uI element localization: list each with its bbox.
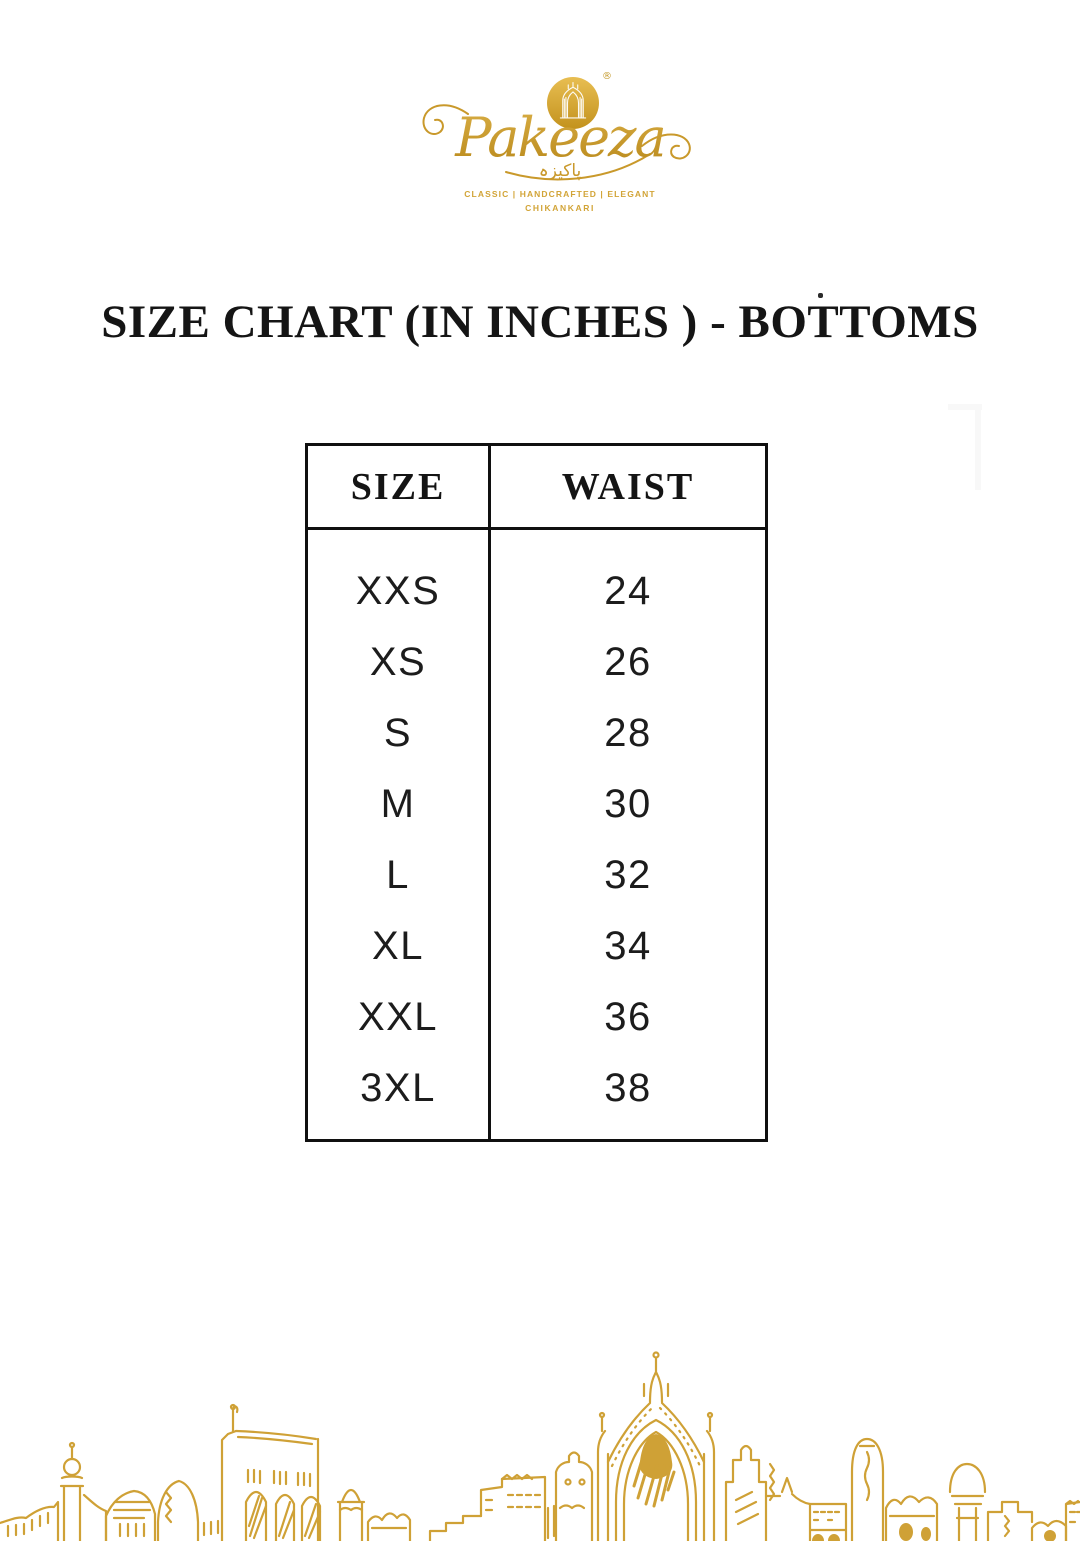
table-row: M 30: [308, 769, 765, 840]
waist-cell: 28: [604, 711, 652, 755]
header-waist: WAIST: [561, 465, 695, 508]
table-row: 3XL 38: [308, 1053, 765, 1124]
flourish-right: [641, 133, 691, 160]
size-cell: XS: [369, 640, 427, 684]
waist-cell: 24: [604, 569, 652, 613]
faint-smudge-artifact: [975, 404, 981, 490]
table-row: XXL 36: [308, 982, 765, 1053]
table-row: XL 34: [308, 911, 765, 982]
brand-name: Pakeeza: [454, 106, 664, 169]
brand-wordmark: Pakeeza: [422, 104, 691, 181]
size-chart-table: SIZE WAIST XXS 24 XS 26 S 28 M 30 L 32: [305, 443, 768, 1142]
size-cell: M: [380, 782, 416, 826]
faint-smudge-artifact: [948, 404, 982, 410]
print-speck-artifact: [818, 293, 823, 298]
size-cell: XXL: [357, 995, 439, 1039]
waist-cell: 36: [604, 995, 652, 1039]
waist-cell: 34: [604, 924, 652, 968]
size-cell: L: [386, 853, 410, 897]
table-header-row: SIZE WAIST: [308, 446, 765, 530]
table-row: L 32: [308, 840, 765, 911]
header-size: SIZE: [350, 465, 446, 508]
tagline-bottom: CHIKANKARI: [525, 203, 595, 213]
table-body: XXS 24 XS 26 S 28 M 30 L 32 XL 34: [308, 530, 765, 1124]
table-row: XS 26: [308, 627, 765, 698]
size-cell: XXS: [355, 569, 441, 613]
flourish-underline: [505, 153, 651, 181]
flourish-left: [422, 104, 469, 136]
size-cell: 3XL: [360, 1066, 436, 1110]
waist-cell: 26: [604, 640, 652, 684]
table-row: S 28: [308, 698, 765, 769]
table-row: XXS 24: [308, 556, 765, 627]
size-cell: XL: [372, 924, 424, 968]
waist-cell: 32: [604, 853, 652, 897]
waist-cell: 38: [604, 1066, 652, 1110]
brand-name-urdu: پاکیزہ: [538, 161, 582, 181]
column-divider: [488, 446, 491, 1139]
size-cell: S: [383, 711, 413, 755]
waist-cell: 30: [604, 782, 652, 826]
page-title: SIZE CHART (IN INCHES ) - BOTTOMS: [101, 296, 979, 348]
skyline-illustration: [0, 1351, 1080, 1541]
registered-mark: ®: [602, 71, 612, 82]
brand-monument-icon: [547, 77, 599, 129]
tagline-top: CLASSIC | HANDCRAFTED | ELEGANT: [464, 189, 656, 199]
